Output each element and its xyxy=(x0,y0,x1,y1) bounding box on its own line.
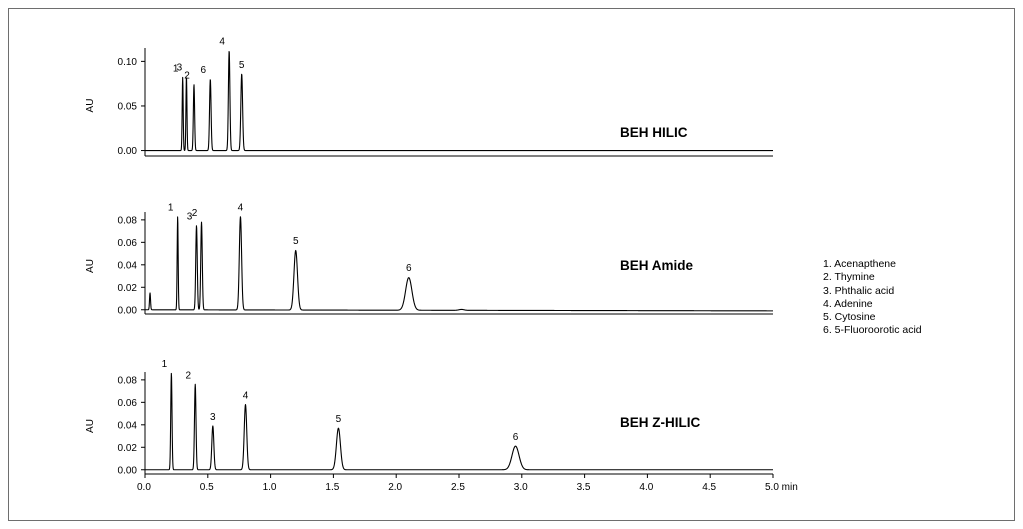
peak-label: 6 xyxy=(406,263,412,274)
y-tick-label: 0.10 xyxy=(118,57,138,68)
x-tick-label: 0.0 xyxy=(137,482,151,493)
y-tick-label: 0.05 xyxy=(118,101,138,112)
figure-frame xyxy=(8,8,1015,521)
chromatogram-trace xyxy=(144,372,774,471)
peak-label: 5 xyxy=(293,236,299,247)
peak-label: 3 xyxy=(177,63,183,74)
peak-label: 1 xyxy=(162,359,168,370)
panel-title: BEH HILIC xyxy=(620,125,688,140)
x-tick-label: 2.5 xyxy=(451,482,465,493)
legend-item: 1. Acenapthene xyxy=(823,258,896,270)
y-tick-label: 0.02 xyxy=(118,443,138,454)
y-axis-label: AU xyxy=(85,259,96,273)
x-tick-label: 4.0 xyxy=(639,482,653,493)
y-tick-label: 0.04 xyxy=(118,260,138,271)
y-tick-label: 0.04 xyxy=(118,420,138,431)
peak-label: 6 xyxy=(201,65,207,76)
peak-label: 1 xyxy=(168,202,174,213)
peak-label: 2 xyxy=(184,71,190,82)
peak-label: 4 xyxy=(243,391,249,402)
x-tick-label: 4.5 xyxy=(702,482,716,493)
peak-label: 2 xyxy=(192,208,198,219)
peak-label: 5 xyxy=(336,414,342,425)
x-tick-label: 2.0 xyxy=(388,482,402,493)
y-axis-label: AU xyxy=(85,99,96,113)
y-tick-label: 0.06 xyxy=(118,398,138,409)
y-tick-label: 0.00 xyxy=(118,146,138,157)
panel-title: BEH Amide xyxy=(620,258,694,273)
y-axis-label: AU xyxy=(85,419,96,433)
x-tick-label: 1.5 xyxy=(325,482,339,493)
x-tick-label: 3.5 xyxy=(577,482,591,493)
x-tick-label: 5.0 min xyxy=(765,482,798,493)
x-tick-label: 3.0 xyxy=(514,482,528,493)
x-tick-label: 1.0 xyxy=(263,482,277,493)
y-tick-label: 0.00 xyxy=(118,465,138,476)
chromatogram-trace xyxy=(144,216,774,312)
y-tick-label: 0.02 xyxy=(118,283,138,294)
chromatogram-trace xyxy=(144,50,774,152)
peak-label: 5 xyxy=(239,60,245,71)
peak-label: 1 xyxy=(173,63,179,74)
peak-label: 4 xyxy=(238,202,244,213)
y-tick-label: 0.06 xyxy=(118,238,138,249)
peak-label: 3 xyxy=(187,211,193,222)
legend-item: 6. 5-Fluoroorotic acid xyxy=(823,324,922,337)
y-tick-label: 0.08 xyxy=(118,375,138,386)
panel-title: BEH Z-HILIC xyxy=(620,415,700,430)
x-tick-label: 0.5 xyxy=(200,482,214,493)
legend-item: 3. Phthalic acid xyxy=(823,284,895,297)
y-tick-label: 0.08 xyxy=(118,215,138,226)
peak-label: 3 xyxy=(210,412,216,423)
legend-item: 4. Adenine xyxy=(823,297,873,310)
legend-item: 2. Thymine xyxy=(823,271,875,284)
peak-label: 4 xyxy=(219,37,225,48)
peak-label: 6 xyxy=(513,432,519,443)
peak-label: 2 xyxy=(185,370,191,381)
legend-item: 5. Cytosine xyxy=(823,311,876,324)
compound-legend: 1. Acenapthene 2. Thymine 3. Phthalic ac… xyxy=(823,258,922,338)
y-tick-label: 0.00 xyxy=(118,305,138,316)
